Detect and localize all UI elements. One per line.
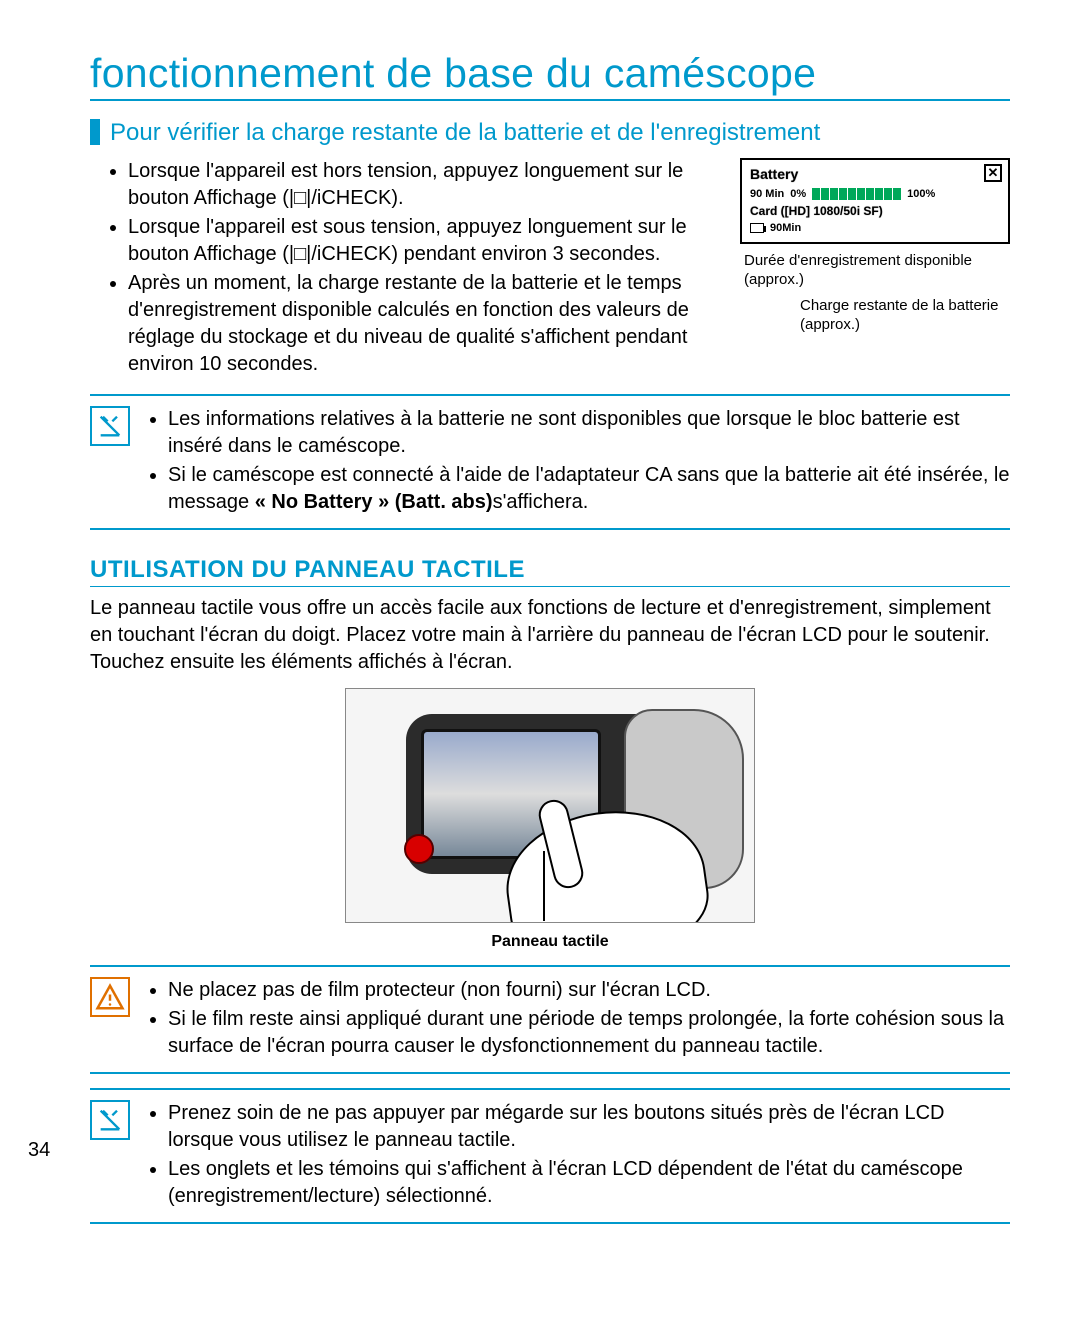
- bullet-item: Lorsque l'appareil est hors tension, app…: [128, 158, 722, 212]
- note-tail: s'affichera.: [493, 491, 589, 513]
- battery-gauge: [812, 188, 901, 200]
- note-item: Les onglets et les témoins qui s'affiche…: [168, 1156, 1010, 1210]
- note2-list: Prenez soin de ne pas appuyer par mégard…: [144, 1100, 1010, 1212]
- bullet-item: Après un moment, la charge restante de l…: [128, 270, 722, 378]
- note-icon: [90, 1100, 130, 1140]
- card-line: Card ([HD] 1080/50i SF): [750, 204, 1000, 218]
- lcd-illustration: ✕ Battery 90 Min 0% 100% Card ([HD] 1080…: [740, 158, 1010, 380]
- battery-mins: 90 Min: [750, 188, 784, 200]
- page-number: 34: [28, 1139, 50, 1162]
- info-note-2: Prenez soin de ne pas appuyer par mégard…: [90, 1088, 1010, 1224]
- section2-para: Le panneau tactile vous offre un accès f…: [90, 595, 1010, 676]
- info-note-1: Les informations relatives à la batterie…: [90, 394, 1010, 530]
- accent-bar: [90, 119, 100, 145]
- section1-heading: Pour vérifier la charge restante de la b…: [110, 119, 820, 148]
- pct-low: 0%: [790, 188, 806, 200]
- illustration-wrap: Panneau tactile: [90, 688, 1010, 951]
- section1-bullets: Lorsque l'appareil est hors tension, app…: [90, 158, 722, 378]
- pct-high: 100%: [907, 188, 935, 200]
- record-button-icon: [404, 834, 434, 864]
- warn-item: Ne placez pas de film protecteur (non fo…: [168, 977, 1010, 1004]
- lcd-screen: ✕ Battery 90 Min 0% 100% Card ([HD] 1080…: [740, 158, 1010, 244]
- camcorder-illustration: [345, 688, 755, 923]
- note-item: Si le caméscope est connecté à l'aide de…: [168, 462, 1010, 516]
- top-row: Lorsque l'appareil est hors tension, app…: [90, 158, 1010, 380]
- note-icon: [90, 406, 130, 446]
- battery-label: Battery: [750, 166, 1000, 182]
- callout-batt-remain: Charge restante de la batterie (approx.): [740, 297, 1010, 335]
- bold-msg: « No Battery » (Batt. abs): [255, 491, 493, 513]
- note-item: Les informations relatives à la batterie…: [168, 406, 1010, 460]
- card-icon: [750, 223, 764, 233]
- bullets-col: Lorsque l'appareil est hors tension, app…: [90, 158, 722, 380]
- bullet-item: Lorsque l'appareil est sous tension, app…: [128, 214, 722, 268]
- pointer-line: [543, 851, 545, 921]
- section-heading-bar: Pour vérifier la charge restante de la b…: [90, 119, 1010, 148]
- callout-rec-time: Durée d'enregistrement disponible (appro…: [740, 252, 1010, 290]
- page-title: fonctionnement de base du caméscope: [90, 50, 1010, 101]
- note-item: Prenez soin de ne pas appuyer par mégard…: [168, 1100, 1010, 1154]
- warning-note: Ne placez pas de film protecteur (non fo…: [90, 965, 1010, 1074]
- note1-list: Les informations relatives à la batterie…: [144, 406, 1010, 518]
- warn-item: Si le film reste ainsi appliqué durant u…: [168, 1006, 1010, 1060]
- illus-label: Panneau tactile: [491, 933, 608, 951]
- card-mins: 90Min: [770, 222, 801, 234]
- warn-list: Ne placez pas de film protecteur (non fo…: [144, 977, 1010, 1062]
- section2-heading: UTILISATION DU PANNEAU TACTILE: [90, 556, 1010, 587]
- close-icon: ✕: [984, 164, 1002, 182]
- warning-icon: [90, 977, 130, 1017]
